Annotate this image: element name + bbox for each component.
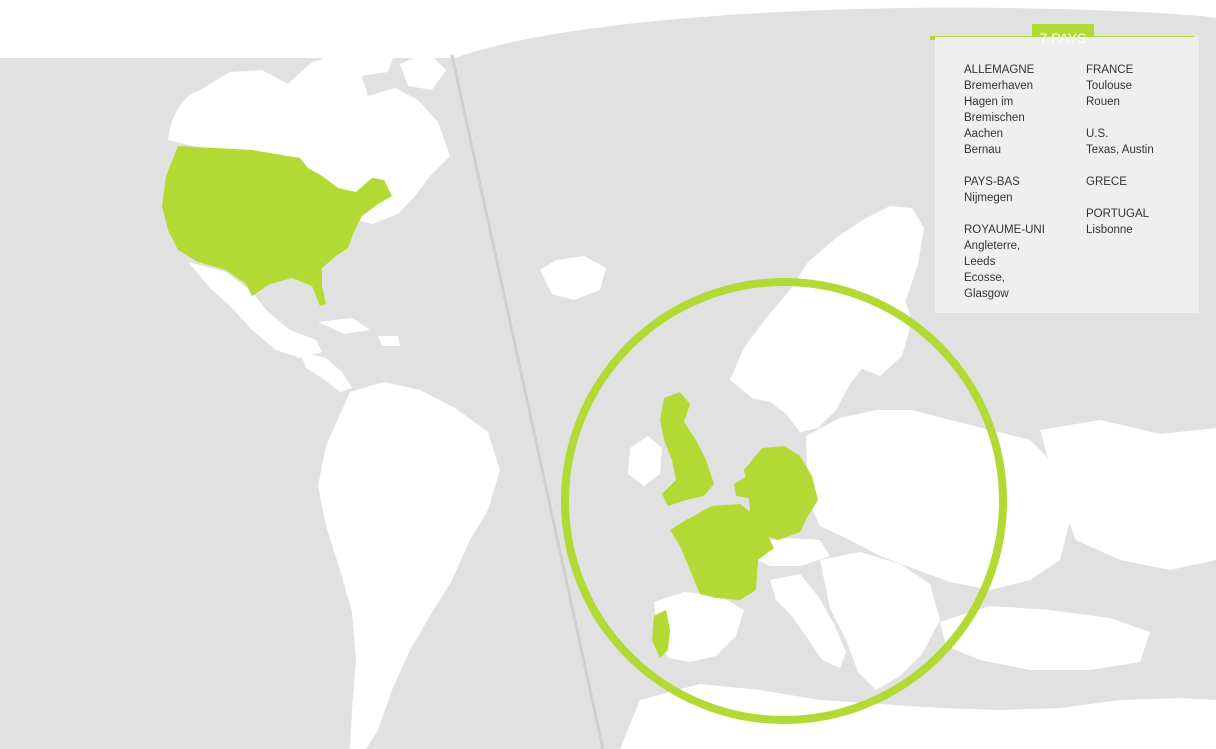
city-name: Glasgow	[964, 288, 1009, 300]
city-name: Ecosse,	[964, 272, 1005, 284]
legend-entry: PAYS-BAS Nijmegen	[964, 174, 1074, 206]
city-name: Bernau	[964, 144, 1002, 156]
iceland-land	[540, 256, 606, 300]
usa-highlight	[162, 146, 392, 306]
mexico-land	[188, 262, 322, 358]
city-name: Lisbonne	[1086, 224, 1133, 236]
balkans-land	[820, 552, 940, 690]
scandinavia-land	[730, 206, 924, 432]
legend-entry: FRANCE Toulouse Rouen	[1086, 62, 1194, 110]
americas-panel	[0, 58, 605, 749]
caribbean-islands	[318, 318, 400, 346]
panel-divider	[450, 54, 605, 749]
arctic-islands	[320, 34, 446, 90]
germany-highlight	[744, 446, 818, 540]
france-highlight	[670, 504, 774, 600]
country-name: FRANCE	[1086, 64, 1134, 76]
country-legend	[935, 37, 1199, 313]
netherlands-highlight	[734, 476, 756, 498]
uk-highlight	[660, 392, 714, 506]
russia-land	[1040, 420, 1216, 570]
city-name: Hagen im	[964, 96, 1014, 108]
legend-left-column: ALLEMAGNE Bremerhaven Hagen im Bremische…	[964, 62, 1074, 318]
north-africa-land	[620, 684, 1216, 749]
country-name: PORTUGAL	[1086, 208, 1150, 220]
city-name: Nijmegen	[964, 192, 1013, 204]
city-name: Bremischen	[964, 112, 1025, 124]
city-name: Texas, Austin	[1086, 144, 1154, 156]
city-name: Toulouse	[1086, 80, 1133, 92]
legend-title: 7 PAYS	[1039, 30, 1087, 46]
europe-focus-circle	[561, 278, 1007, 724]
country-name: GRECE	[1086, 176, 1127, 188]
country-name: ALLEMAGNE	[964, 64, 1035, 76]
legend-entry: PORTUGAL Lisbonne	[1086, 206, 1194, 238]
country-name: PAYS-BAS	[964, 176, 1020, 188]
south-america-land	[318, 382, 500, 749]
italy-land	[770, 574, 846, 668]
finland-land	[852, 286, 912, 376]
eastern-europe-land	[806, 410, 1070, 590]
city-name: Angleterre,	[964, 240, 1021, 252]
country-name: U.S.	[1086, 128, 1109, 140]
ireland-land	[628, 436, 662, 486]
city-name: Rouen	[1086, 96, 1120, 108]
legend-entry: GRECE	[1086, 174, 1194, 190]
legend-entry: U.S. Texas, Austin	[1086, 126, 1194, 158]
portugal-highlight	[652, 610, 670, 658]
city-name: Bremerhaven	[964, 80, 1034, 92]
country-name: ROYAUME-UNI	[964, 224, 1045, 236]
legend-entry: ROYAUME-UNI Angleterre, Leeds Ecosse, Gl…	[964, 222, 1074, 302]
legend-right-column: FRANCE Toulouse Rouen U.S. Texas, Austin…	[1086, 62, 1194, 254]
city-name: Leeds	[964, 256, 996, 268]
legend-entry: ALLEMAGNE Bremerhaven Hagen im Bremische…	[964, 62, 1074, 158]
turkey-land	[940, 606, 1150, 670]
city-name: Aachen	[964, 128, 1004, 140]
central-america-land	[300, 352, 352, 392]
spain-land	[654, 592, 744, 662]
